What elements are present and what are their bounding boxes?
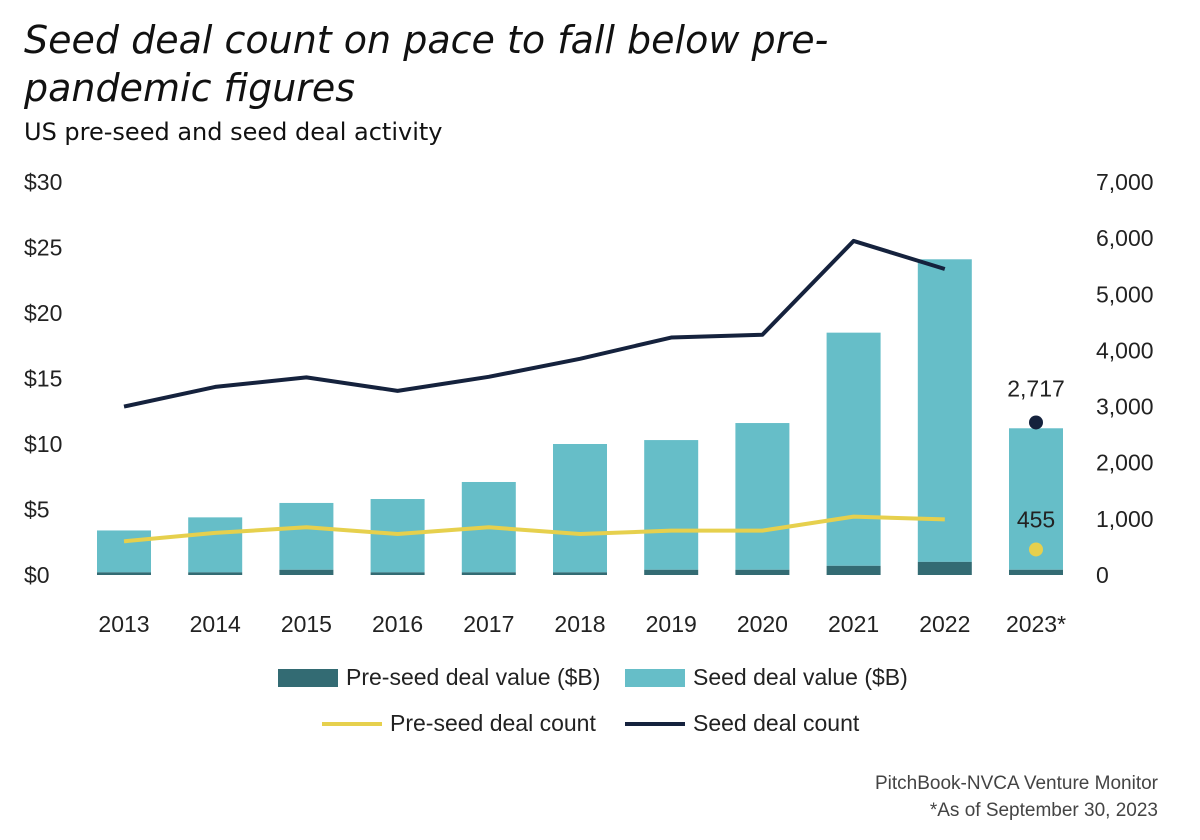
point-2023-seed-count [1029,415,1043,430]
legend-pre-seed-value: Pre-seed deal value ($B) [278,664,600,691]
left-axis-tick-label: $0 [24,562,50,588]
right-axis: 0 1,000 2,000 3,000 4,000 5,000 6,000 7,000 [1096,169,1154,588]
chart-subtitle: US pre-seed and seed deal activity [24,118,443,146]
bar-pre-seed-value [826,565,881,575]
chart-plot: $0 $5 $10 $15 $20 $25 $30 0 1,000 2,000 3,000 4,00… [24,169,1154,637]
x-axis-tick-label: 2017 [463,611,514,637]
bar-seed-value [279,502,334,570]
lines: 2,717 455 [123,238,1065,557]
chart-title: Seed deal count on pace to fall below pr… [24,18,829,110]
point-2023-pre-seed-count [1029,542,1043,557]
bar-pre-seed-value [279,569,334,575]
source-text: PitchBook-NVCA Venture Monitor [874,773,1158,794]
data-label-pre-seed-count-2023: 455 [1017,506,1055,532]
legend-swatch-seed-count [625,721,685,726]
left-axis-tick-label: $10 [24,431,62,457]
source-note: PitchBook-NVCA Venture Monitor *As of Se… [875,770,1158,824]
x-axis-tick-label: 2013 [98,611,149,637]
bars [97,259,1063,575]
legend-label-pre-seed-value: Pre-seed deal value ($B) [346,664,601,690]
bar-pre-seed-value [917,561,972,575]
right-axis-tick-label: 1,000 [1096,506,1154,532]
legend-label-pre-seed-count: Pre-seed deal count [390,710,596,736]
right-axis-tick-label: 4,000 [1096,337,1154,363]
line-seed-count [123,238,946,409]
bar-pre-seed-value [1009,569,1063,575]
bar-pre-seed-value [188,572,243,575]
left-axis: $0 $5 $10 $15 $20 $25 $30 [24,169,62,588]
right-axis-tick-label: 0 [1096,562,1109,588]
right-axis-tick-label: 6,000 [1096,225,1154,251]
left-axis-tick-label: $30 [24,169,62,195]
bar-pre-seed-value [461,572,516,575]
line-pre-seed-count [123,514,945,544]
legend-seed-value: Seed deal value ($B) [625,664,908,691]
left-axis-tick-label: $25 [24,235,62,261]
legend-label-seed-value: Seed deal value ($B) [693,664,908,690]
bar-seed-value [644,440,699,570]
bar-seed-value [917,259,972,562]
legend-swatch-pre-seed-value [278,668,338,687]
x-axis: 2013 2014 2015 2016 2017 2018 2019 2020 2021 2022… [98,611,1066,637]
bar-seed-value [826,332,881,566]
footnote-text: *As of September 30, 2023 [929,800,1158,821]
right-axis-tick-label: 3,000 [1096,394,1154,420]
bar-seed-value [553,444,607,573]
bar-pre-seed-value [553,572,607,575]
legend-label-seed-count: Seed deal count [693,710,860,736]
right-axis-tick-label: 2,000 [1096,450,1154,476]
x-axis-tick-label: 2021 [828,611,879,637]
left-axis-tick-label: $5 [24,497,50,523]
x-axis-tick-label: 2023* [1006,611,1066,637]
legend-seed-count: Seed deal count [625,710,859,737]
right-axis-tick-label: 7,000 [1096,169,1154,195]
bar-pre-seed-value [370,572,425,575]
x-axis-tick-label: 2019 [646,611,697,637]
right-axis-tick-label: 5,000 [1096,281,1154,307]
legend-swatch-pre-seed-count [322,721,382,726]
x-axis-tick-label: 2022 [919,611,970,637]
bar-pre-seed-value [644,569,699,575]
legend-swatch-seed-value [625,668,685,687]
x-axis-tick-label: 2020 [737,611,788,637]
bar-seed-value [188,517,243,573]
legend: Pre-seed deal value ($B) Seed deal value… [0,660,1200,760]
x-axis-tick-label: 2016 [372,611,423,637]
x-axis-tick-label: 2014 [190,611,241,637]
bar-pre-seed-value [735,569,790,575]
x-axis-tick-label: 2015 [281,611,332,637]
bar-seed-value [97,530,151,573]
left-axis-tick-label: $15 [24,366,62,392]
bar-pre-seed-value [97,572,151,575]
x-axis-tick-label: 2018 [554,611,605,637]
left-axis-tick-label: $20 [24,300,62,326]
data-label-seed-count-2023: 2,717 [1007,375,1065,401]
legend-pre-seed-count: Pre-seed deal count [322,710,596,737]
bar-seed-value [735,423,790,570]
